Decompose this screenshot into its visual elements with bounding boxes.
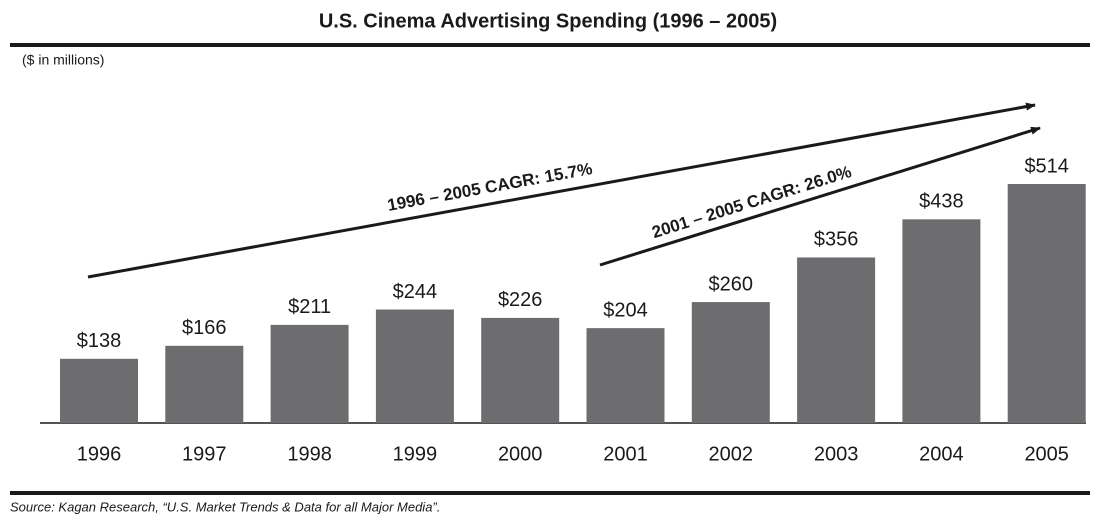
arrow xyxy=(599,126,1041,267)
chart-title: U.S. Cinema Advertising Spending (1996 –… xyxy=(319,10,777,32)
x-tick-label: 2000 xyxy=(498,443,543,465)
subtitle: ($ in millions) xyxy=(22,52,104,68)
value-label: $514 xyxy=(1024,155,1069,177)
value-label: $244 xyxy=(393,281,438,303)
bottom-rule xyxy=(10,491,1090,495)
bar xyxy=(165,345,244,423)
annotation: 1996 – 2005 CAGR: 15.7% xyxy=(386,159,594,215)
bar xyxy=(481,317,560,423)
x-tick-label: 2001 xyxy=(603,443,648,465)
arrow xyxy=(87,102,1036,279)
x-tick-label: 2004 xyxy=(919,443,964,465)
value-label: $166 xyxy=(182,317,227,339)
bar xyxy=(270,324,349,423)
x-tick-label: 1999 xyxy=(393,443,438,465)
value-label: $226 xyxy=(498,289,543,311)
source-note: Source: Kagan Research, “U.S. Market Tre… xyxy=(10,499,440,514)
x-tick-label: 1996 xyxy=(77,443,122,465)
bar xyxy=(797,257,876,423)
x-tick-label: 1998 xyxy=(287,443,332,465)
bar xyxy=(902,219,981,423)
x-tick-label: 1997 xyxy=(182,443,227,465)
bar xyxy=(375,309,454,423)
value-label: $260 xyxy=(709,273,754,295)
x-tick-label: 2005 xyxy=(1024,443,1069,465)
bar xyxy=(586,328,665,423)
bar xyxy=(60,358,138,423)
value-label: $138 xyxy=(77,330,122,352)
value-label: $204 xyxy=(603,299,648,321)
bar xyxy=(691,302,770,423)
bar xyxy=(1007,183,1086,423)
value-label: $356 xyxy=(814,229,859,251)
x-tick-label: 2002 xyxy=(709,443,754,465)
value-label: $211 xyxy=(288,296,331,318)
top-rule xyxy=(10,43,1090,47)
x-tick-label: 2003 xyxy=(814,443,859,465)
value-label: $438 xyxy=(919,191,964,213)
